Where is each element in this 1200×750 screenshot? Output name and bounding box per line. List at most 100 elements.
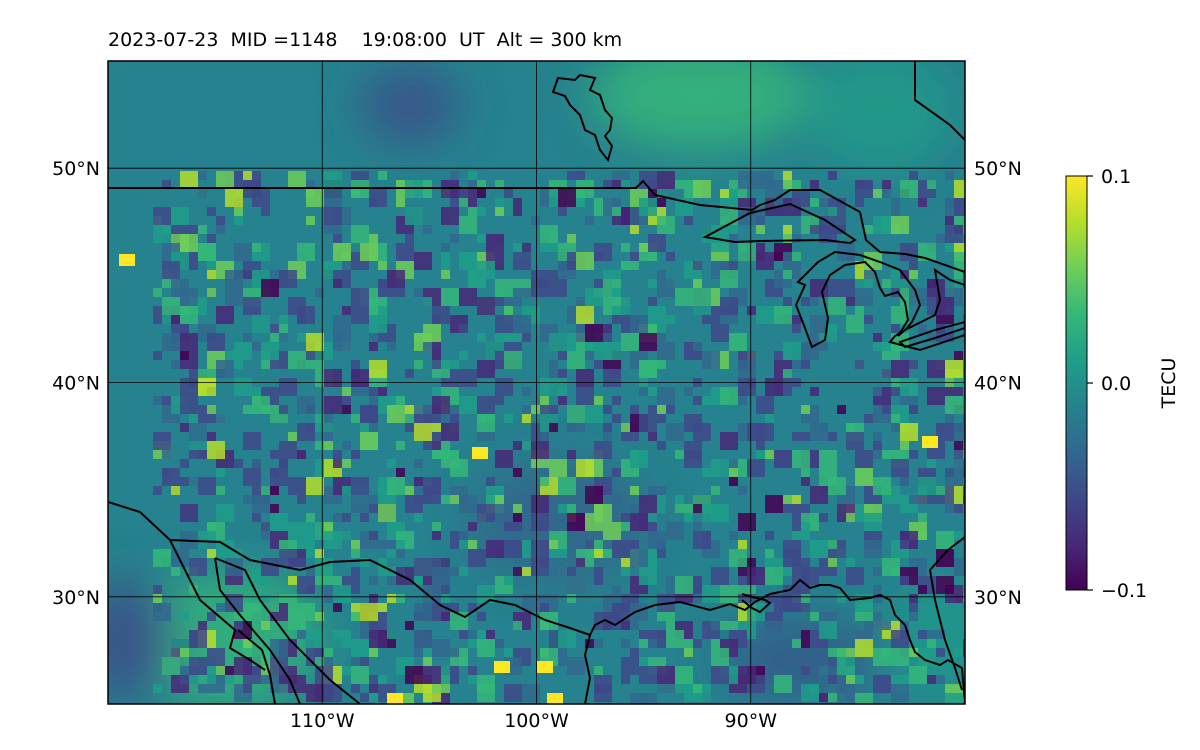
tec-cell bbox=[837, 243, 855, 261]
tec-cell bbox=[720, 585, 738, 603]
tec-cell bbox=[963, 270, 965, 288]
colorbar-tick-label: 0.0 bbox=[1101, 373, 1131, 395]
tec-cell bbox=[432, 315, 441, 324]
tec-cell bbox=[675, 495, 684, 504]
tec-cell bbox=[333, 333, 351, 351]
colorbar-tick-label: 0.1 bbox=[1101, 166, 1131, 188]
tec-cell bbox=[738, 666, 756, 684]
tec-cell bbox=[657, 666, 675, 684]
tec-cell bbox=[459, 351, 468, 360]
latitude-tick-label-left: 40°N bbox=[52, 373, 100, 395]
tec-cell bbox=[369, 495, 378, 504]
tec-cell bbox=[720, 189, 729, 198]
tec-cell bbox=[216, 306, 234, 324]
tec-cell bbox=[828, 297, 846, 315]
tec-cell bbox=[729, 225, 738, 234]
tec-cell bbox=[603, 522, 621, 540]
tec-cell bbox=[945, 468, 963, 486]
tec-cell bbox=[891, 423, 900, 432]
tec-cell bbox=[504, 351, 522, 369]
tec-cell bbox=[576, 252, 594, 270]
tec-cell bbox=[927, 459, 936, 468]
tec-cell bbox=[549, 279, 567, 297]
tec-cell bbox=[216, 216, 225, 225]
tec-cell bbox=[648, 234, 666, 252]
tec-cell bbox=[495, 180, 504, 189]
tec-cell bbox=[468, 549, 486, 567]
tec-cell bbox=[486, 540, 504, 558]
tec-cell bbox=[432, 396, 450, 414]
tec-cell bbox=[234, 288, 243, 297]
tec-cell bbox=[576, 387, 594, 405]
tec-cell bbox=[180, 351, 189, 360]
tec-cell bbox=[810, 540, 819, 549]
tec-cell bbox=[459, 540, 468, 549]
tec-cell bbox=[693, 522, 702, 531]
tec-cell bbox=[153, 351, 162, 360]
tec-cell bbox=[630, 648, 639, 657]
tec-cell bbox=[801, 468, 810, 477]
tec-cell bbox=[684, 441, 702, 459]
tec-cell bbox=[639, 495, 657, 513]
tec-cell bbox=[747, 423, 765, 441]
tec-cell bbox=[918, 198, 927, 207]
latitude-tick-label-right: 40°N bbox=[974, 373, 1022, 395]
tec-cell bbox=[288, 576, 297, 585]
tec-cell bbox=[171, 648, 180, 657]
tec-cell bbox=[594, 441, 612, 459]
tec-cell bbox=[378, 612, 387, 621]
tec-cell bbox=[189, 657, 207, 675]
tec-cell bbox=[801, 531, 810, 540]
tec-cell bbox=[207, 261, 216, 270]
tec-cell bbox=[531, 216, 540, 225]
tec-cell bbox=[828, 207, 837, 216]
tec-cell bbox=[792, 234, 801, 243]
tec-cell bbox=[531, 540, 549, 558]
tec-cell bbox=[261, 594, 270, 603]
tec-cell bbox=[801, 630, 810, 639]
tec-cell bbox=[855, 630, 864, 639]
tec-cell bbox=[369, 594, 378, 603]
tec-cell bbox=[243, 648, 252, 657]
tec-cell bbox=[342, 486, 351, 495]
tec-cell bbox=[936, 675, 945, 684]
tec-cell bbox=[900, 423, 918, 441]
tec-cell bbox=[594, 666, 603, 675]
tec-cell bbox=[864, 540, 882, 558]
tec-cell bbox=[531, 396, 540, 405]
tec-cell bbox=[306, 189, 324, 207]
tec-cell bbox=[270, 504, 279, 513]
tec-cell bbox=[963, 531, 965, 549]
tec-cell bbox=[747, 306, 756, 315]
tec-cell bbox=[792, 432, 801, 441]
tec-cell bbox=[711, 486, 720, 495]
tec-cell bbox=[630, 225, 639, 234]
tec-cell bbox=[333, 459, 342, 468]
tec-cell bbox=[657, 324, 666, 333]
tec-cell bbox=[432, 360, 441, 369]
tec-cell bbox=[468, 666, 477, 675]
tec-cell bbox=[360, 657, 369, 666]
tec-cell bbox=[198, 450, 207, 459]
tec-cell bbox=[927, 360, 945, 378]
tec-cell bbox=[216, 603, 225, 612]
tec-cell bbox=[495, 504, 513, 522]
tec-cell bbox=[657, 216, 675, 234]
tec-cell bbox=[720, 297, 738, 315]
tec-cell bbox=[459, 198, 468, 207]
tec-cell bbox=[360, 405, 378, 423]
tec-cell bbox=[603, 180, 612, 189]
tec-cell bbox=[603, 423, 612, 432]
tec-cell bbox=[459, 369, 477, 387]
map-axes: 110°W 100°W 90°W 50°N 50°N 40°N 40°N 30°N 30°N bbox=[52, 158, 1022, 732]
tec-cell bbox=[585, 216, 594, 225]
tec-cell bbox=[549, 360, 558, 369]
tec-cell bbox=[432, 387, 441, 396]
tec-cell bbox=[675, 576, 693, 594]
tec-cell-bright bbox=[119, 254, 135, 266]
tec-cell bbox=[684, 387, 693, 396]
tec-cell bbox=[423, 477, 441, 495]
tec-cell bbox=[936, 531, 954, 549]
tec-cell bbox=[540, 477, 549, 486]
